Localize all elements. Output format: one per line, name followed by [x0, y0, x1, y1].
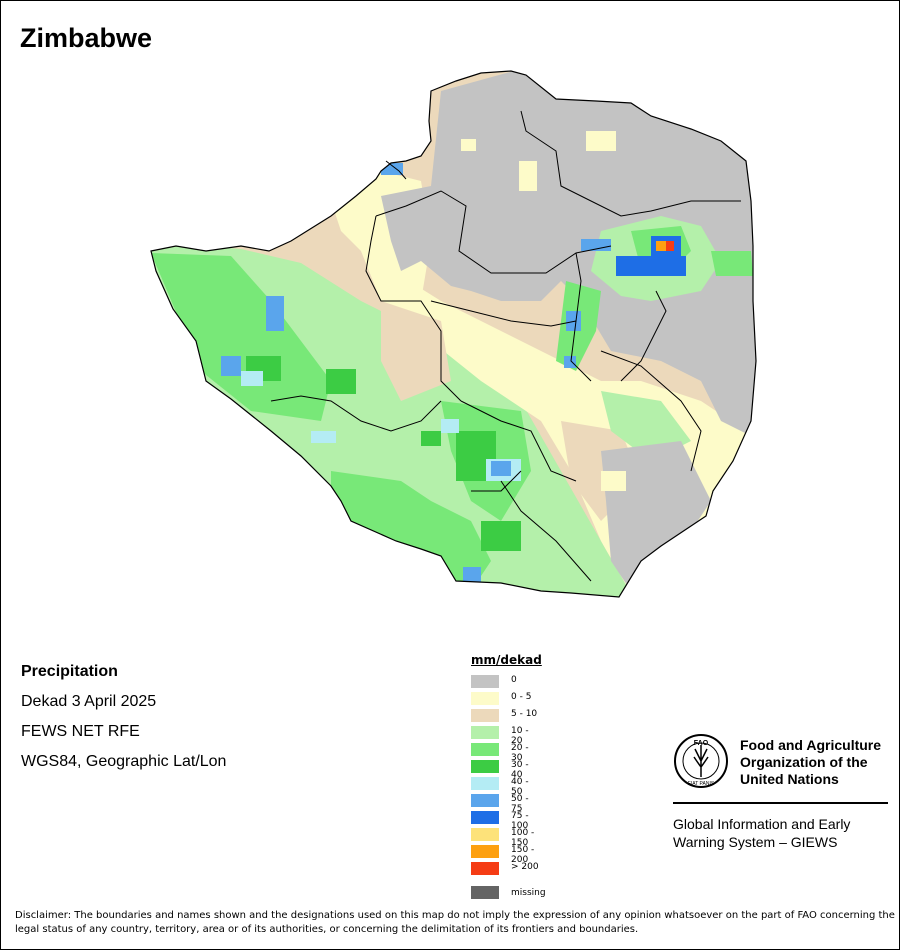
rainfall-50-75-cell	[491, 461, 511, 476]
rainfall-5-10-center	[381, 301, 451, 401]
legend-swatch	[471, 862, 499, 875]
legend-item: > 200	[471, 860, 542, 877]
legend-label: 10 - 20	[511, 726, 529, 746]
rainfall-50-75-cell	[564, 356, 576, 368]
legend-label: 0 - 5	[511, 692, 532, 702]
legend-swatch	[471, 692, 499, 705]
rainfall-0-5-cell	[519, 161, 537, 191]
logo-divider	[673, 802, 888, 804]
legend-item: 150 - 200	[471, 843, 542, 865]
rainfall-30-40-cell	[326, 369, 356, 394]
legend-item: 30 - 40	[471, 758, 542, 780]
rainfall-over-200-cell	[666, 241, 674, 251]
legend-item: 75 - 100	[471, 809, 542, 831]
legend-item: 0 - 5	[471, 690, 542, 707]
legend-label: 150 - 200	[511, 845, 535, 865]
legend-swatch	[471, 794, 499, 807]
legend-swatch	[471, 845, 499, 858]
legend-item: 0	[471, 673, 542, 690]
legend-missing-swatch	[471, 886, 499, 899]
legend-label: 5 - 10	[511, 709, 538, 719]
giews-name: Global Information and Early Warning Sys…	[673, 816, 851, 850]
legend-title: mm/dekad	[471, 653, 542, 667]
rainfall-50-75-cell	[221, 356, 241, 376]
rainfall-0-5-cell	[586, 131, 616, 151]
lake-boundary	[385, 160, 407, 180]
legend-missing-label: missing	[511, 888, 546, 898]
rainfall-150-200-cell	[656, 241, 666, 251]
legend-swatch	[471, 726, 499, 739]
map-info: Precipitation Dekad 3 April 2025 FEWS NE…	[21, 657, 226, 777]
rainfall-20-30-south	[331, 471, 491, 591]
legend-classes: 0 0 - 5 5 - 10 10 - 20 20 - 30 30 - 40 40 - 50…	[471, 673, 542, 877]
rainfall-0-southeast	[601, 441, 711, 591]
legend-swatch	[471, 811, 499, 824]
fao-emblem-icon: FAO FIAT PANIS	[674, 734, 728, 788]
rainfall-40-50-cell	[241, 371, 263, 386]
legend-item: 10 - 20	[471, 724, 542, 746]
legend-label: 100 - 150	[511, 828, 535, 848]
legend-label: 20 - 30	[511, 743, 529, 763]
emblem-motto: FIAT PANIS	[688, 781, 715, 787]
legend-swatch	[471, 760, 499, 773]
legend: mm/dekad 0 0 - 5 5 - 10 10 - 20 20 - 30 30 - …	[471, 653, 546, 899]
info-source: FEWS NET RFE	[21, 723, 140, 740]
legend-swatch	[471, 743, 499, 756]
rainfall-0-5-cell	[601, 471, 626, 491]
rainfall-0-area	[381, 71, 756, 441]
legend-label: > 200	[511, 862, 539, 872]
rainfall-20-30-northeast	[711, 251, 753, 276]
legend-item: 50 - 75	[471, 792, 542, 814]
legend-label: 30 - 40	[511, 760, 529, 780]
legend-swatch	[471, 709, 499, 722]
rainfall-30-40-cell	[481, 521, 521, 551]
info-projection: WGS84, Geographic Lat/Lon	[21, 753, 227, 770]
info-period: Dekad 3 April 2025	[21, 693, 157, 710]
legend-item: 40 - 50	[471, 775, 542, 797]
rainfall-30-40-cell	[421, 431, 441, 446]
rainfall-50-75-cell	[266, 296, 284, 331]
rainfall-surface	[151, 71, 756, 597]
province-boundaries	[270, 110, 741, 582]
legend-item: 5 - 10	[471, 707, 542, 724]
rainfall-40-50-cell	[441, 419, 459, 433]
info-heading: Precipitation	[21, 663, 118, 680]
rainfall-75-100-cell	[616, 256, 686, 276]
legend-label: 40 - 50	[511, 777, 529, 797]
legend-label: 75 - 100	[511, 811, 529, 831]
rainfall-0-5-cell	[461, 139, 476, 151]
rainfall-50-75-cell	[463, 567, 481, 585]
legend-swatch	[471, 828, 499, 841]
map-title: Zimbabwe	[20, 23, 153, 53]
emblem-letters: FAO	[694, 740, 709, 747]
legend-swatch	[471, 777, 499, 790]
legend-swatch	[471, 675, 499, 688]
fao-org-name: Food and Agriculture Organization of the…	[740, 737, 882, 787]
precipitation-map	[150, 70, 757, 598]
legend-item: 20 - 30	[471, 741, 542, 763]
legend-label: 0	[511, 675, 517, 685]
rainfall-40-50-cell	[311, 431, 336, 443]
legend-label: 50 - 75	[511, 794, 529, 814]
legend-missing: missing	[471, 886, 591, 903]
disclaimer: Disclaimer: The boundaries and names sho…	[15, 910, 895, 935]
legend-item: 100 - 150	[471, 826, 542, 848]
rainfall-20-30-west	[151, 253, 331, 421]
